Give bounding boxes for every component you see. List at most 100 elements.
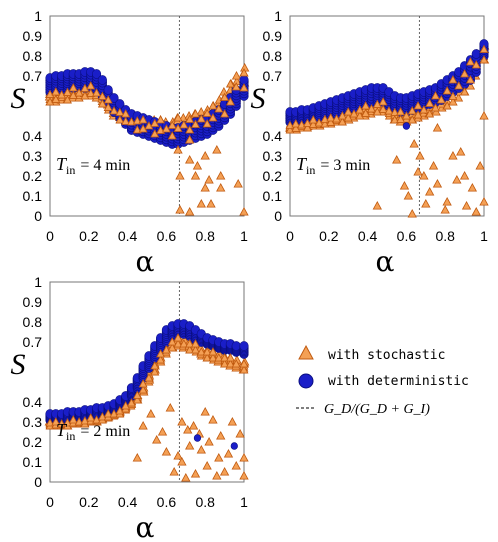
stochastic-point [185,125,195,134]
stochastic-point [372,99,382,108]
stochastic-point [138,115,148,124]
stochastic-outlier [161,446,172,456]
stochastic-point [144,373,154,382]
stochastic-point [57,419,67,428]
stochastic-point [156,355,166,364]
deterministic-point [239,341,249,351]
y-tick-label: 0.9 [23,294,43,310]
y-tick-label: 0.1 [23,454,43,470]
stochastic-point [121,116,131,125]
panel-label-symbol: T [296,154,308,174]
stochastic-outlier [175,170,185,180]
x-tick-label: 0.4 [118,228,138,244]
stochastic-point [384,106,394,115]
stochastic-outlier [219,466,230,476]
y-tick-label: 0.1 [263,188,283,204]
stochastic-outlier [413,166,423,176]
stochastic-point [191,339,200,348]
stochastic-point [167,337,177,346]
stochastic-point [326,113,336,122]
y-tick-label: 0.3 [263,148,283,164]
stochastic-outlier [421,198,431,208]
stochastic-point [479,55,489,64]
stochastic-outlier [183,424,193,434]
stochastic-point [407,106,417,115]
stochastic-point [378,97,388,106]
deterministic-point [97,75,107,85]
stochastic-outlier [165,402,175,412]
x-tick-label: 0.8 [195,494,215,510]
legend-deterministic-marker [298,373,314,389]
x-tick-label: 0.6 [157,228,177,244]
stochastic-point [460,87,470,96]
stochastic-point [51,417,61,426]
x-tick-label: 0.6 [397,228,417,244]
stochastic-point [109,106,119,115]
legend-stochastic-marker [298,344,314,360]
stochastic-point [343,107,353,116]
stochastic-outlier [206,198,216,208]
stochastic-outlier [196,198,206,208]
stochastic-outlier [467,182,478,192]
stochastic-outlier [428,160,439,170]
x-axis-label: α [136,245,155,278]
stochastic-outlier [200,406,210,416]
stochastic-outlier [173,450,183,460]
stochastic-point [225,79,235,88]
deterministic-point [231,341,241,351]
y-tick-label: 0.4 [23,128,43,144]
stochastic-point [471,60,481,69]
stochastic-point [167,343,177,352]
stochastic-outlier [196,444,206,454]
stochastic-point [179,339,189,348]
stochastic-outlier [223,448,234,458]
x-tick-label: 0 [46,494,54,510]
stochastic-point [239,68,249,77]
stochastic-point [454,81,464,90]
y-tick-label: 0.7 [23,68,43,84]
stochastic-point [202,119,212,128]
stochastic-outlier [204,174,214,184]
stochastic-point [202,353,212,362]
legend-deterministic-label: with deterministic [328,374,469,389]
stochastic-point [68,83,78,92]
stochastic-point [220,109,230,118]
stochastic-point [57,90,67,99]
stochastic-outlier [185,206,195,216]
stochastic-outlier [239,206,249,216]
stochastic-point [479,44,489,53]
y-tick-label: 0.8 [23,48,43,64]
stochastic-outlier [399,180,410,190]
stochastic-point [150,367,160,376]
stochastic-point [62,95,72,104]
stochastic-point [185,114,195,123]
x-tick-label: 0 [46,228,54,244]
stochastic-outlier [152,434,162,444]
stochastic-point [448,91,458,100]
x-axis-label: α [376,245,395,278]
panel-label-subscript: in [66,429,75,443]
y-axis-label: S [11,348,26,381]
x-tick-label: 1 [480,228,488,244]
stochastic-point [132,125,142,134]
stochastic-point [202,347,212,356]
stochastic-outlier [173,144,183,154]
stochastic-outlier [138,420,148,430]
stochastic-outlier [239,470,249,480]
stochastic-point [291,119,301,128]
stochastic-outlier [235,428,245,438]
stochastic-outlier [415,150,425,160]
stochastic-point [355,111,365,120]
stochastic-point [239,359,249,368]
stochastic-outlier [192,160,203,170]
stochastic-outlier [190,468,201,478]
stochastic-point [367,104,376,113]
stochastic-point [68,415,78,424]
stochastic-point [45,418,55,427]
panel-label: Tin = 2 min [56,420,130,443]
stochastic-outlier [459,170,470,180]
stochastic-point [144,121,154,130]
stochastic-outlier [208,414,218,424]
stochastic-outlier [212,470,222,480]
panel-label-subscript: in [306,163,315,177]
